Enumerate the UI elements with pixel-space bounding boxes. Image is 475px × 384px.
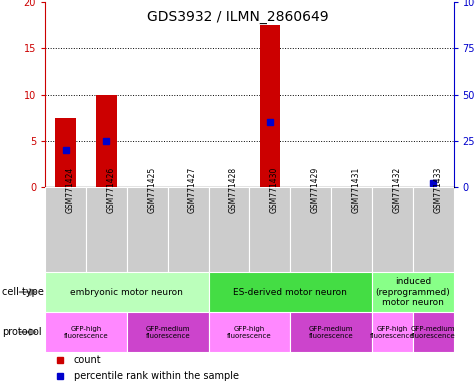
Text: GSM771424: GSM771424 [66, 167, 75, 213]
Text: protocol: protocol [2, 327, 42, 337]
Bar [209, 312, 290, 352]
Bar [413, 187, 454, 272]
Text: GSM771429: GSM771429 [311, 167, 320, 213]
Bar [413, 312, 454, 352]
Text: count: count [74, 354, 101, 364]
Bar [45, 272, 209, 312]
Bar [290, 187, 331, 272]
Text: GFP-medium
fluorescence: GFP-medium fluorescence [411, 326, 456, 339]
Text: GSM771432: GSM771432 [392, 167, 401, 213]
Bar [372, 187, 413, 272]
Text: GSM771433: GSM771433 [433, 166, 442, 213]
Text: GFP-high
fluorescence: GFP-high fluorescence [370, 326, 415, 339]
Text: GSM771426: GSM771426 [106, 167, 115, 213]
Bar [331, 187, 372, 272]
Text: GSM771425: GSM771425 [147, 167, 156, 213]
Bar [372, 272, 454, 312]
Bar [45, 187, 86, 272]
Text: GFP-high
fluorescence: GFP-high fluorescence [64, 326, 108, 339]
Bar [96, 94, 117, 187]
Text: GDS3932 / ILMN_2860649: GDS3932 / ILMN_2860649 [147, 10, 328, 23]
Bar [249, 187, 290, 272]
Bar [168, 187, 209, 272]
Text: ES-derived motor neuron: ES-derived motor neuron [233, 288, 347, 296]
Text: percentile rank within the sample: percentile rank within the sample [74, 371, 238, 381]
Text: GFP-high
fluorescence: GFP-high fluorescence [227, 326, 272, 339]
Text: GFP-medium
fluorescence: GFP-medium fluorescence [145, 326, 190, 339]
Text: GSM771427: GSM771427 [188, 167, 197, 213]
Text: embryonic motor neuron: embryonic motor neuron [70, 288, 183, 296]
Text: induced
(reprogrammed)
motor neuron: induced (reprogrammed) motor neuron [375, 277, 450, 307]
Text: GSM771428: GSM771428 [229, 167, 238, 213]
Bar [45, 312, 127, 352]
Bar [290, 312, 372, 352]
Bar [209, 187, 249, 272]
Bar [209, 272, 372, 312]
Text: GSM771430: GSM771430 [270, 166, 279, 213]
Text: GFP-medium
fluorescence: GFP-medium fluorescence [309, 326, 353, 339]
Text: GSM771431: GSM771431 [352, 167, 361, 213]
Bar [55, 118, 76, 187]
Bar [86, 187, 127, 272]
Bar [127, 312, 209, 352]
Bar [372, 312, 413, 352]
Text: cell type: cell type [2, 287, 44, 297]
Bar [259, 25, 280, 187]
Bar [127, 187, 168, 272]
